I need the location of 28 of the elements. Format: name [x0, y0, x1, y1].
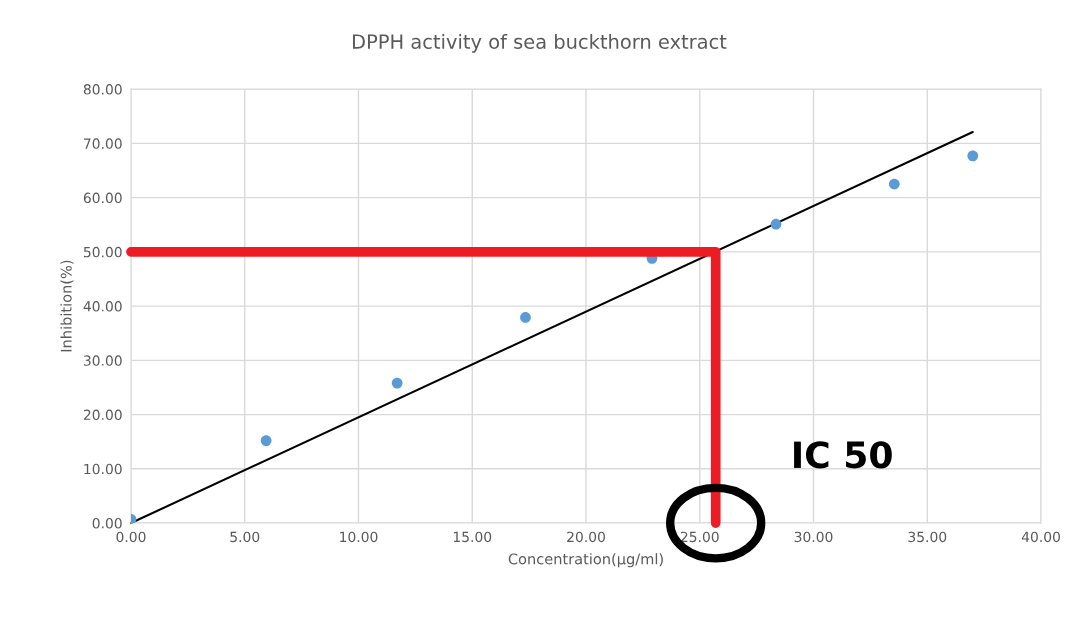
point [888, 178, 900, 190]
y-tick-label: 20.00 [83, 409, 122, 421]
y-tick-label: 40.00 [83, 301, 122, 312]
chart-title: DPPH activity of sea buckthorn extract [353, 33, 727, 53]
y-tick-label: 30.00 [83, 355, 122, 366]
y-axis-title: Inhibition(%) [60, 260, 74, 352]
x-tick-label: 20.00 [567, 531, 605, 543]
point [391, 377, 403, 389]
x-tick-label: 30.00 [794, 531, 833, 543]
y-tick-label: 80.00 [83, 84, 122, 95]
annotation: IC 50 [794, 441, 892, 469]
point [520, 312, 531, 323]
y-tick-label: 70.00 [84, 138, 122, 149]
y-tick-label: 60.00 [83, 192, 122, 204]
x-tick-label: 35.00 [908, 531, 947, 543]
x-tick-label: 5.00 [230, 531, 260, 543]
y-tick-label: 0.00 [92, 518, 122, 529]
x-axis-title: Concentration(µg/ml) [508, 553, 663, 568]
x-tick-label: 25.00 [680, 531, 719, 543]
point [770, 218, 782, 230]
point [260, 435, 272, 446]
y-tick-label: 50.00 [83, 246, 122, 258]
point [967, 150, 979, 162]
x-tick-label: 40.00 [1021, 531, 1060, 543]
y-tick-label: 10.00 [84, 463, 122, 475]
x-tick-label: 10.00 [340, 531, 378, 543]
x-tick-label: 15.00 [453, 531, 492, 543]
x-tick-label: 0.00 [116, 531, 146, 543]
